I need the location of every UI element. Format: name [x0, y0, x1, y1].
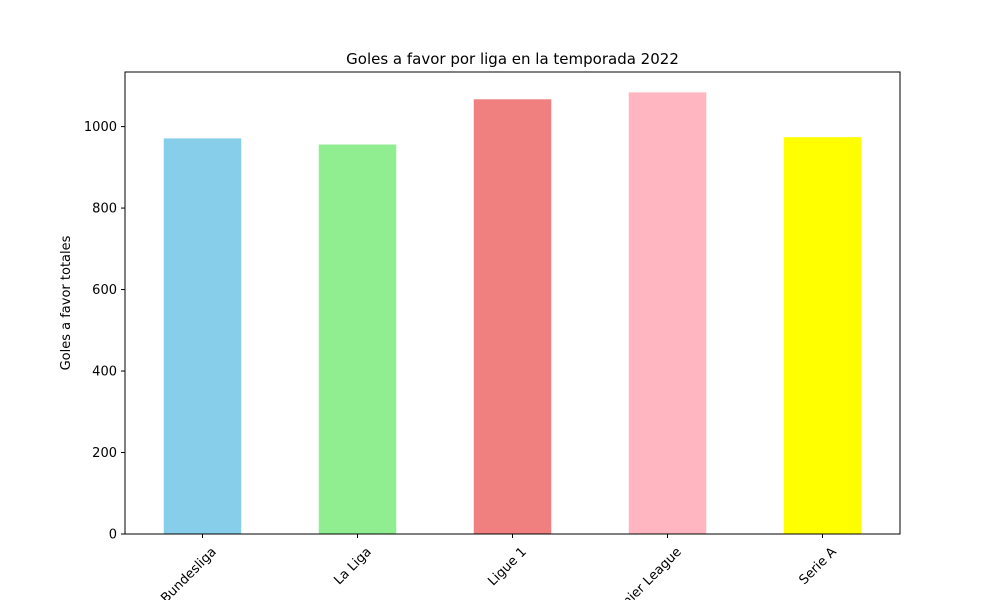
y-tick-label: 200 [92, 446, 117, 461]
x-tick-label: Ligue 1 [485, 545, 529, 589]
bar-la-liga [318, 144, 397, 534]
y-tick-label: 400 [92, 365, 117, 380]
x-tick-label: La Liga [331, 545, 374, 588]
bars-group [163, 92, 862, 535]
y-tick-label: 600 [92, 283, 117, 298]
x-axis-ticks: Bundesliga La Liga Ligue 1 Premier League Se… [158, 534, 840, 600]
y-tick-label: 1000 [84, 120, 117, 135]
y-tick-label: 0 [109, 528, 117, 543]
x-tick-label: Premier League [602, 545, 685, 600]
x-tick-label: Bundesliga [158, 545, 219, 600]
bar-premier-league [628, 92, 707, 535]
x-tick-label: Serie A [796, 545, 839, 588]
y-axis-label: Goles a favor totales [59, 235, 74, 370]
bar-ligue-1 [473, 99, 552, 534]
y-tick-label: 800 [92, 202, 117, 217]
plot-frame [124, 71, 901, 535]
chart-title: Goles a favor por liga en la temporada 2… [346, 50, 679, 68]
bar-bundesliga [163, 138, 242, 534]
bar-serie-a [783, 137, 862, 534]
y-axis-ticks: 0 200 400 600 800 1000 [84, 120, 125, 543]
